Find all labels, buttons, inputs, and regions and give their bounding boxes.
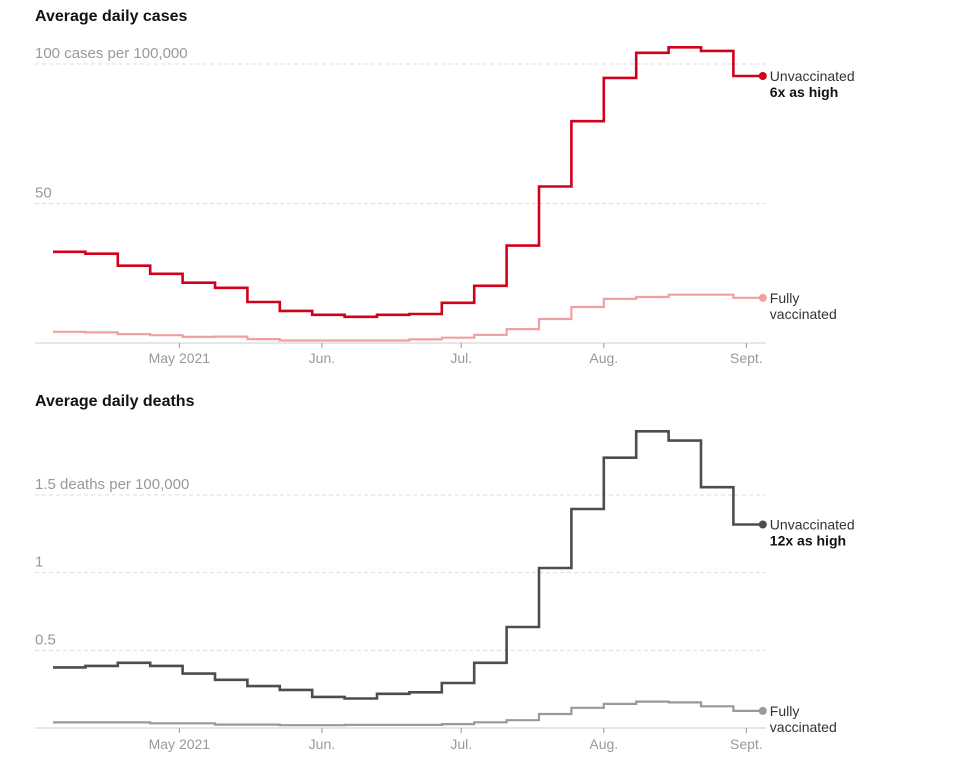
deaths-vaccinated-label-line1: Fully [770,703,800,719]
deaths-x-tick-label: May 2021 [149,736,211,752]
deaths-x-tick-label: Aug. [589,736,618,752]
cases-x-tick-label: Jun. [309,350,335,366]
deaths-unvaccinated-line [53,430,766,700]
cases-x-tick-label: Aug. [589,350,618,366]
cases-unvaccinated-end-dot [758,71,767,80]
cases-vaccinated-label-line2: vaccinated [770,306,837,322]
deaths-y-tick-label: 1.5 deaths per 100,000 [35,476,189,493]
deaths-vaccinated-end-dot [758,706,767,715]
deaths-y-tick-label: 1 [35,554,43,571]
cases-unvaccinated-line [53,46,766,319]
deaths-y-tick-label: 0.5 [35,631,56,648]
cases-chart: 100 cases per 100,000 50 May 2021 Jun. Jul. A… [35,45,855,366]
deaths-ratio-annotation: 12x as high [770,533,846,549]
deaths-chart-title: Average daily deaths [35,393,195,410]
deaths-x-tick-label: Jul. [450,736,472,752]
cases-unvaccinated-label: Unvaccinated [770,68,855,84]
cases-vaccinated-line [53,293,766,342]
cases-ratio-annotation: 6x as high [770,84,838,100]
cases-x-tick-label: Sept. [730,350,763,366]
cases-y-tick-label: 50 [35,185,52,202]
deaths-x-tick-label: Sept. [730,736,763,752]
cases-y-tick-label: 100 cases per 100,000 [35,45,188,62]
cases-vaccinated-label-line1: Fully [770,290,800,306]
deaths-chart: 1.5 deaths per 100,000 1 0.5 May 2021 Jun. Ju… [35,430,855,752]
deaths-vaccinated-line [53,700,766,727]
cases-x-tick-label: May 2021 [149,350,211,366]
deaths-unvaccinated-end-dot [758,520,767,529]
deaths-vaccinated-label-line2: vaccinated [770,719,837,735]
cases-vaccinated-end-dot [758,293,767,302]
cases-x-tick-label: Jul. [450,350,472,366]
cases-chart-title: Average daily cases [35,8,188,25]
deaths-unvaccinated-label: Unvaccinated [770,517,855,533]
deaths-x-tick-label: Jun. [309,736,335,752]
